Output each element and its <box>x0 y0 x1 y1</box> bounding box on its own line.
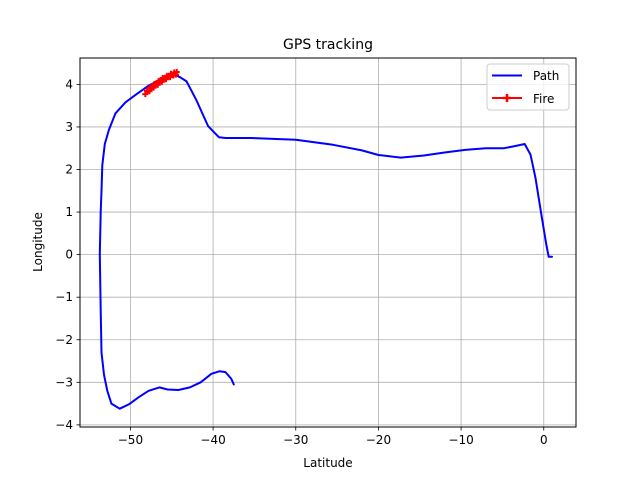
y-tick-label: 2 <box>65 163 73 177</box>
x-tick-label: −50 <box>118 433 143 447</box>
y-tick-label: −2 <box>55 333 73 347</box>
x-tick-label: −30 <box>283 433 308 447</box>
legend-fire-label: Fire <box>533 92 554 106</box>
series-fire-point <box>172 71 179 78</box>
y-tick-label: 0 <box>65 248 73 262</box>
x-tick-label: −10 <box>448 433 473 447</box>
y-tick-label: 3 <box>65 120 73 134</box>
series-fire-point <box>162 76 169 83</box>
x-tick-label: −20 <box>366 433 391 447</box>
y-axis-label: Longitude <box>31 212 45 272</box>
legend: Path Fire <box>486 63 570 111</box>
chart-title: GPS tracking <box>283 37 373 53</box>
series-fire-point <box>142 91 149 98</box>
x-axis-label: Latitude <box>303 456 352 470</box>
series-fire-point <box>150 84 157 91</box>
series-fire-point <box>154 81 161 88</box>
x-tick-label: 0 <box>540 433 548 447</box>
y-tick-label: 4 <box>65 77 73 91</box>
legend-fire-marker <box>503 94 511 102</box>
y-tick-label: 1 <box>65 205 73 219</box>
series-fire-point <box>167 74 174 81</box>
plot-area <box>98 69 553 410</box>
y-tick-label: −1 <box>55 290 73 304</box>
series-fire-point <box>146 88 153 95</box>
legend-path-label: Path <box>533 69 559 83</box>
grid <box>80 58 576 427</box>
y-tick-label: −4 <box>55 418 73 432</box>
axes-frame <box>79 57 577 428</box>
x-tick-label: −40 <box>200 433 225 447</box>
series-fire-point <box>158 78 165 85</box>
y-tick-label: −3 <box>55 375 73 389</box>
